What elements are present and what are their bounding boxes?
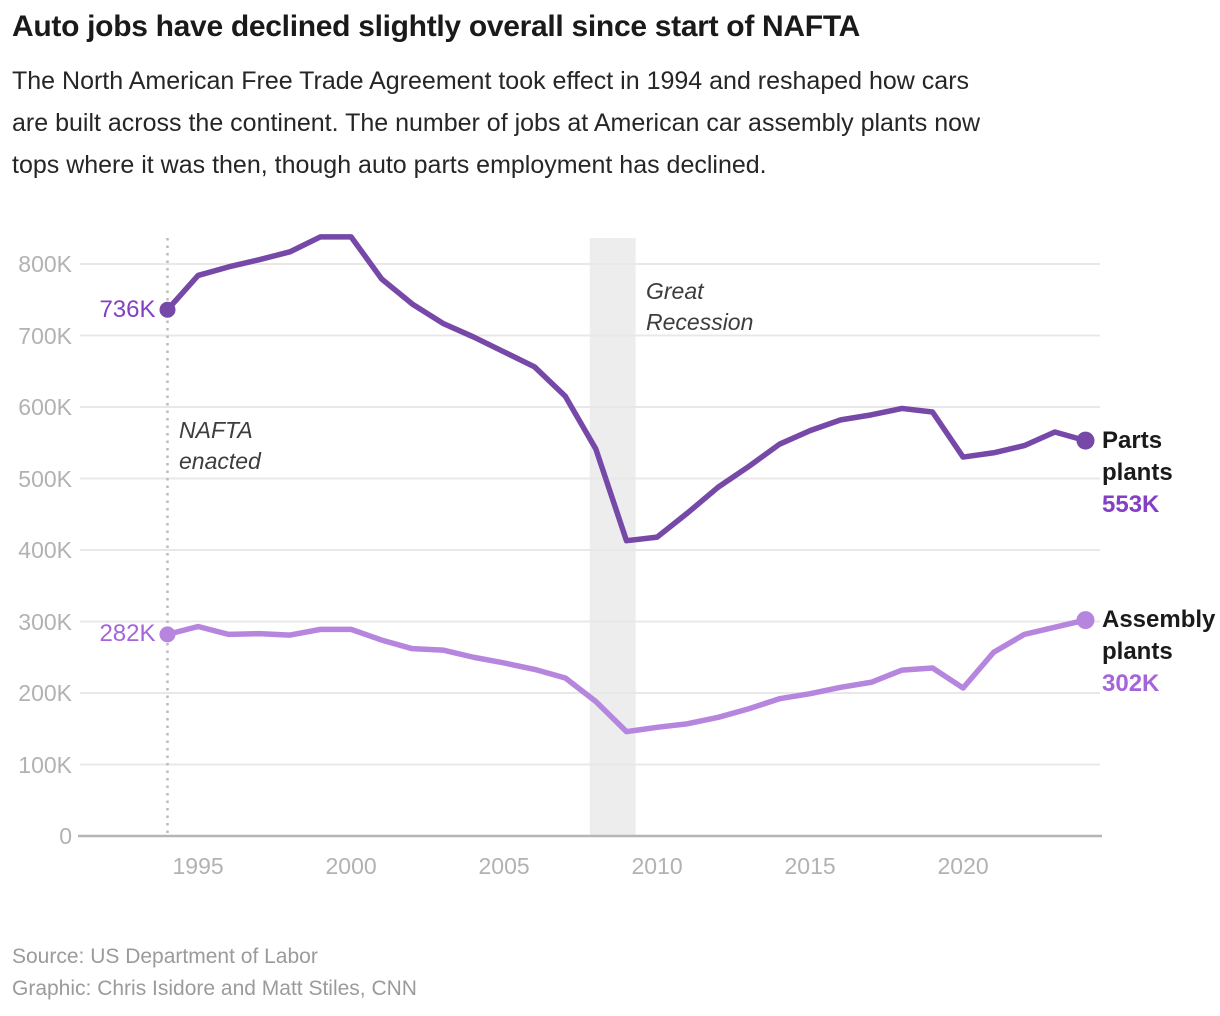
recession-annotation: Great Recession — [646, 276, 753, 338]
credit-line: Graphic: Chris Isidore and Matt Stiles, … — [12, 977, 417, 1000]
x-tick-label: 1995 — [172, 853, 224, 879]
nafta-annotation-line-1: NAFTA — [179, 417, 253, 443]
recession-band — [589, 238, 636, 836]
y-tick-label: 600K — [18, 394, 72, 420]
y-tick-label: 400K — [18, 537, 72, 563]
parts-plants-end-dot — [1076, 431, 1095, 450]
y-tick-label: 500K — [18, 465, 72, 492]
x-tick-label: 2020 — [937, 853, 989, 879]
assembly-series-name-line-1: Assembly — [1102, 606, 1216, 634]
nafta-annotation: NAFTA enacted — [179, 415, 261, 477]
assembly-plants-end-dot — [1076, 611, 1095, 630]
parts-series-label: Parts plants 553K — [1102, 425, 1220, 521]
x-tick-label: 2015 — [784, 853, 836, 879]
x-tick-label: 2010 — [631, 853, 683, 879]
subtitle-line-1: The North American Free Trade Agreement … — [12, 67, 970, 95]
parts-start-value-label: 736K — [99, 295, 156, 323]
subtitle-line-3: tops where it was then, though auto part… — [12, 151, 767, 179]
source-line: Source: US Department of Labor — [12, 945, 318, 968]
recession-annotation-line-1: Great — [646, 278, 704, 304]
x-tick-label: 2000 — [325, 853, 377, 879]
assembly-plants-start-dot — [159, 626, 176, 643]
y-tick-label: 200K — [18, 680, 72, 706]
assembly-plants-line — [164, 617, 1089, 735]
x-tick-label: 2005 — [478, 853, 530, 879]
assembly-start-value-label: 282K — [99, 620, 156, 648]
assembly-series-label: Assembly plants 302K — [1102, 604, 1220, 700]
subtitle-line-2: are built across the continent. The numb… — [12, 109, 981, 137]
y-tick-label: 0 — [59, 823, 72, 849]
parts-plants-line — [164, 234, 1089, 544]
y-tick-label: 800K — [18, 251, 72, 277]
y-tick-label: 700K — [18, 322, 72, 349]
chart-subtitle: The North American Free Trade Agreement … — [12, 60, 1217, 186]
gridlines — [80, 263, 1100, 766]
parts-series-name-line-1: Parts — [1102, 426, 1163, 454]
assembly-series-name-line-2: plants — [1102, 638, 1173, 666]
nafta-annotation-line-2: enacted — [179, 448, 261, 474]
parts-series-name-line-2: plants — [1102, 458, 1173, 486]
parts-series-value: 553K — [1102, 490, 1160, 518]
footer: Source: US Department of Labor Graphic: … — [12, 941, 417, 1005]
series-lines — [159, 234, 1095, 735]
parts-plants-start-dot — [159, 301, 176, 318]
page-title: Auto jobs have declined slightly overall… — [12, 10, 860, 43]
assembly-series-value: 302K — [1102, 670, 1160, 698]
recession-annotation-line-2: Recession — [646, 309, 754, 335]
y-tick-label: 100K — [18, 751, 72, 778]
y-tick-label: 300K — [18, 608, 72, 635]
